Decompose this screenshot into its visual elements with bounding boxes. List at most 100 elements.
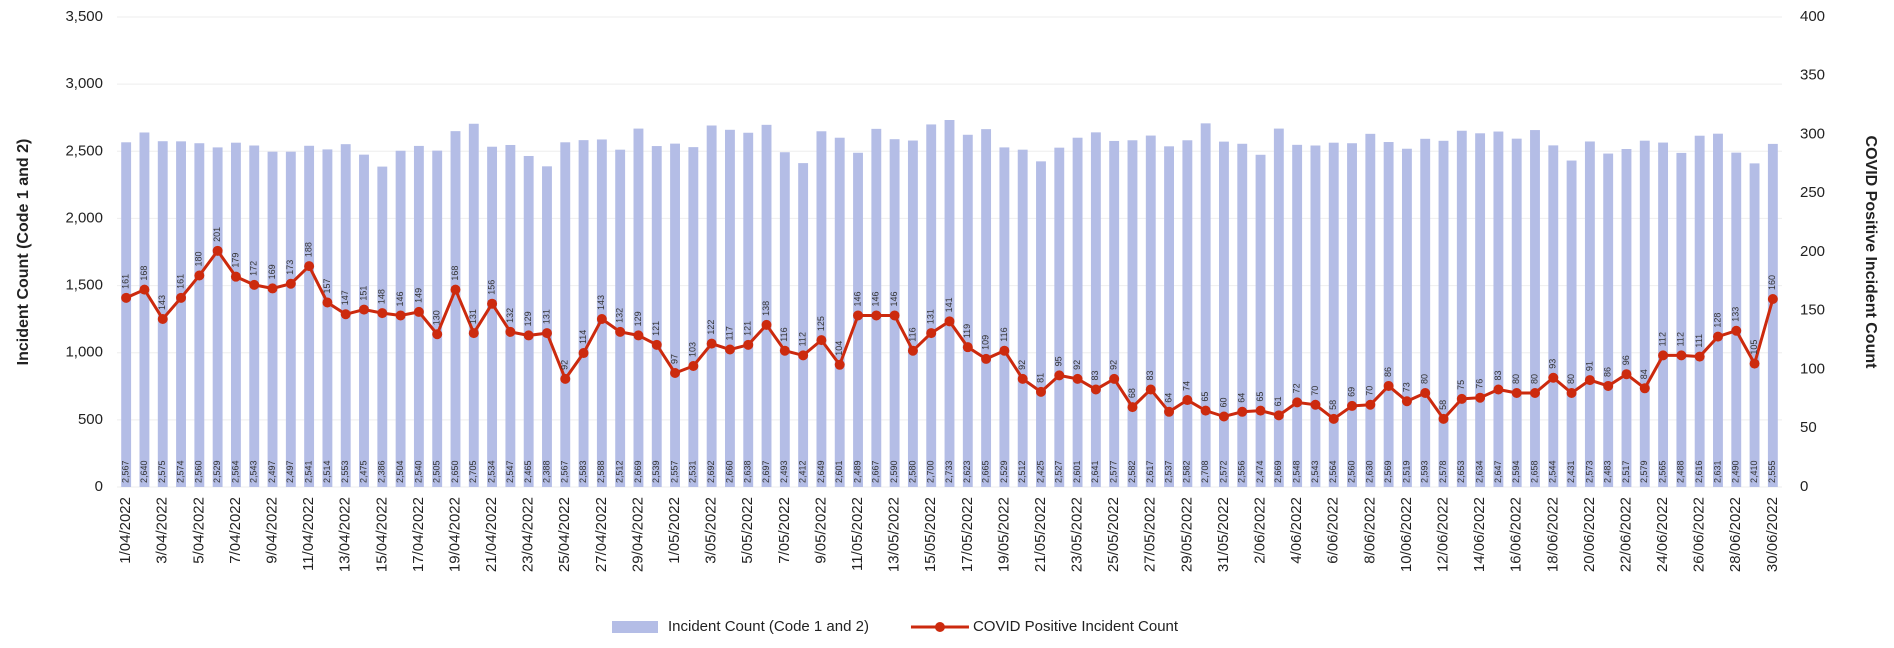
x-tick-label: 9/05/2022: [812, 497, 829, 564]
bar: [1145, 135, 1156, 487]
line-value-label: 60: [1218, 397, 1228, 407]
y-tick-label: 3,000: [65, 75, 103, 92]
bar-value-label: 2,567: [560, 460, 570, 483]
bar: [1767, 143, 1778, 487]
line-marker: [999, 345, 1010, 356]
line-marker: [523, 330, 534, 341]
line-marker: [779, 345, 790, 356]
line-value-label: 83: [1145, 370, 1155, 380]
line-marker: [1401, 396, 1412, 407]
line-marker: [1090, 384, 1101, 395]
bar-value-label: 2,569: [1383, 460, 1393, 483]
line-value-label: 75: [1456, 380, 1466, 390]
bar-value-label: 2,531: [688, 460, 698, 483]
line-value-label: 149: [413, 288, 423, 303]
bar: [907, 140, 918, 488]
bar: [1383, 142, 1394, 487]
line-value-label: 172: [249, 261, 259, 276]
bar: [1438, 140, 1449, 487]
line-marker: [176, 292, 187, 303]
y-axis-title: Incident Count (Code 1 and 2): [15, 139, 32, 366]
x-tick-label: 25/05/2022: [1105, 497, 1122, 572]
line-marker: [1493, 384, 1504, 395]
bar: [1401, 148, 1412, 487]
bar-value-label: 2,553: [340, 460, 350, 483]
x-tick-label: 3/05/2022: [703, 497, 720, 564]
bar-value-label: 2,669: [633, 460, 643, 483]
line-value-label: 80: [1420, 374, 1430, 384]
bar: [487, 146, 498, 487]
x-tick-label: 7/05/2022: [776, 497, 793, 564]
bar-value-label: 2,665: [980, 460, 990, 483]
bar-value-label: 2,543: [249, 460, 259, 483]
bar: [798, 163, 809, 488]
line-marker: [981, 353, 992, 364]
line-value-label: 157: [322, 278, 332, 293]
line-marker: [230, 271, 241, 282]
line-value-label: 132: [615, 308, 625, 323]
line-value-label: 97: [669, 354, 679, 364]
line-marker: [1676, 350, 1687, 361]
line-marker: [121, 292, 132, 303]
bar: [121, 142, 132, 487]
line-marker: [578, 348, 589, 359]
line-value-label: 76: [1474, 379, 1484, 389]
x-tick-label: 7/04/2022: [227, 497, 244, 564]
line-marker: [1566, 388, 1577, 398]
line-value-label: 201: [212, 227, 222, 242]
line-value-label: 86: [1383, 367, 1393, 377]
line-marker: [670, 368, 681, 379]
bar-value-label: 2,514: [322, 460, 332, 483]
bar-value-label: 2,425: [1035, 460, 1045, 483]
y2-tick-label: 300: [1800, 125, 1825, 142]
bar: [1713, 133, 1723, 488]
bar: [761, 124, 772, 488]
bar: [322, 149, 333, 488]
line-marker: [1383, 380, 1394, 391]
bar-value-label: 2,594: [1511, 460, 1521, 483]
line-value-label: 80: [1511, 374, 1521, 384]
bar-value-label: 2,548: [1292, 460, 1302, 483]
legend-label: COVID Positive Incident Count: [973, 618, 1179, 635]
x-tick-label: 11/05/2022: [849, 497, 866, 571]
bar-value-label: 2,575: [157, 460, 167, 483]
line-marker: [340, 309, 351, 320]
bar-value-label: 2,582: [1182, 460, 1192, 483]
bar: [1310, 145, 1321, 488]
line-value-label: 92: [560, 360, 570, 370]
line-value-label: 58: [1328, 400, 1338, 410]
line-value-label: 105: [1749, 340, 1759, 355]
line-value-label: 116: [907, 327, 917, 341]
bar-value-label: 2,601: [834, 460, 844, 483]
bar-value-label: 2,474: [1255, 460, 1265, 483]
line-marker: [1145, 384, 1156, 395]
bar: [1219, 141, 1229, 488]
bar-value-label: 2,519: [1401, 460, 1411, 483]
line-value-label: 64: [1237, 393, 1247, 403]
line-value-label: 117: [724, 326, 734, 340]
line-marker: [688, 360, 699, 371]
bar: [1676, 152, 1687, 487]
bar: [1365, 133, 1376, 488]
line-value-label: 103: [688, 342, 698, 357]
line-value-label: 168: [450, 266, 460, 281]
bar: [1182, 140, 1193, 487]
bar-value-label: 2,512: [615, 460, 625, 483]
x-tick-label: 18/06/2022: [1544, 497, 1561, 572]
bar: [359, 154, 369, 487]
line-value-label: 143: [157, 295, 167, 310]
bar-value-label: 2,708: [1200, 460, 1210, 483]
bar-value-label: 2,565: [1657, 460, 1667, 483]
line-value-label: 96: [1621, 355, 1631, 365]
bar-value-label: 2,490: [1731, 460, 1741, 483]
line-marker: [359, 304, 370, 315]
bar-value-label: 2,517: [1621, 460, 1631, 483]
bar: [1237, 143, 1248, 487]
line-value-label: 114: [578, 330, 588, 344]
x-tick-label: 1/04/2022: [117, 497, 134, 564]
bar: [1566, 160, 1577, 487]
bar: [1493, 131, 1504, 487]
line-value-label: 147: [340, 290, 350, 305]
x-tick-label: 20/06/2022: [1581, 497, 1598, 572]
bar-value-label: 2,616: [1694, 460, 1704, 483]
